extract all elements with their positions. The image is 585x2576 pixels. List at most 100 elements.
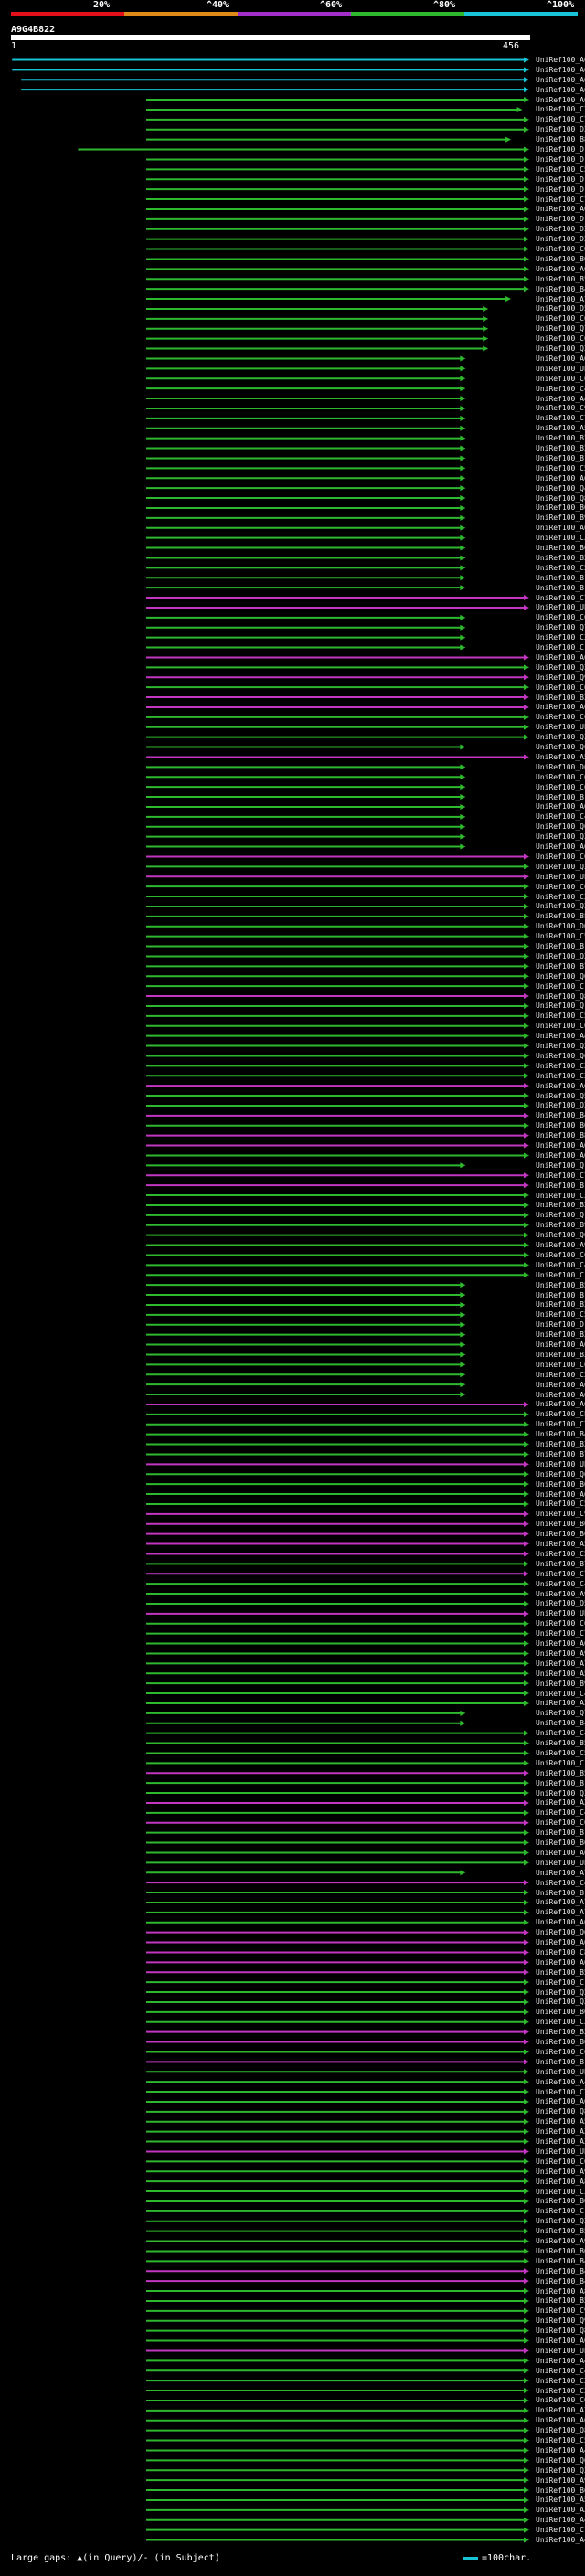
hit-label-link[interactable]: UniRef100_B4A0R2 [536,2256,585,2265]
hit-label-link[interactable]: UniRef100_C5SBZ3 [536,1748,585,1757]
hit-label-link[interactable]: UniRef100_C6C2U9 [536,374,585,383]
hit-label-link[interactable]: UniRef100_A9K7N9 [536,1648,585,1658]
hit-label-link[interactable]: UniRef100_Q2PM63 [536,663,585,672]
hit-label-link[interactable]: UniRef100_A6L3S3 [536,264,585,273]
hit-label-link[interactable]: UniRef100_B1GZS5 [536,1778,585,1787]
hit-label-link[interactable]: UniRef100_Q6KUD5 [536,2455,585,2465]
hit-label-link[interactable]: UniRef100_B5CNK9 [536,274,585,283]
hit-label-link[interactable]: UniRef100_C5UTU1 [536,463,585,472]
hit-label-link[interactable]: UniRef100_A7LBK4 [536,294,585,303]
hit-label-link[interactable]: UniRef100_C3WC00 [536,1071,585,1080]
hit-label-link[interactable]: UniRef100_C6PSH3 [536,1022,585,1031]
hit-label-link[interactable]: UniRef100_Q9V000 [536,2316,585,2326]
hit-label-link[interactable]: UniRef100_Q8R0M9 [536,991,585,1001]
hit-label-link[interactable]: UniRef100_D1NXR7 [536,215,585,224]
hit-label-link[interactable]: UniRef100_Q72BR0 [536,324,585,334]
hit-label-link[interactable]: UniRef100_Q6HQ84 [536,1928,585,1937]
hit-label-link[interactable]: UniRef100_B2GMQ7 [536,1201,585,1210]
hit-label-link[interactable]: UniRef100_C4X4J5 [536,1729,585,1738]
hit-label-link[interactable]: UniRef100_Q24527 [536,902,585,911]
hit-label-link[interactable]: UniRef100_A8YHB0 [536,1032,585,1041]
hit-label-link[interactable]: UniRef100_UP1000 [536,2346,585,2355]
hit-label-link[interactable]: UniRef100_A7B712 [536,1908,585,1917]
hit-label-link[interactable]: UniRef100_A8MQ05 [536,2177,585,2186]
hit-label-link[interactable]: UniRef100_A6LVR5 [536,354,585,363]
hit-label-link[interactable]: UniRef100_B5YH26 [536,2296,585,2306]
hit-label-link[interactable]: UniRef100_C4J1B7 [536,812,585,822]
hit-label-link[interactable]: UniRef100_B04B94 [536,504,585,513]
hit-label-link[interactable]: UniRef100_C6E2R1 [536,852,585,861]
hit-label-link[interactable]: UniRef100_D2LUK7 [536,225,585,234]
hit-label-link[interactable]: UniRef100_C7Q8U1 [536,593,585,602]
hit-label-link[interactable]: UniRef100_Q74FQ5 [536,1709,585,1718]
hit-label-link[interactable]: UniRef100_A9L5Q1 [536,2237,585,2246]
hit-label-link[interactable]: UniRef100_B5WXU5 [536,1280,585,1289]
hit-label-link[interactable]: UniRef100_A5IN10 [536,424,585,433]
hit-label-link[interactable]: UniRef100_A0JZR1 [536,75,585,84]
hit-label-link[interactable]: UniRef100_UP1000 [536,603,585,612]
hit-label-link[interactable]: UniRef100_C2KIC1 [536,1191,585,1200]
hit-label-link[interactable]: UniRef100_C4V416 [536,1579,585,1588]
hit-label-link[interactable]: UniRef100_A3QDU2 [536,1699,585,1708]
hit-label-link[interactable]: UniRef100_A9KF36 [536,2475,585,2485]
hit-label-link[interactable]: UniRef100_A4JBN8 [536,2356,585,2365]
hit-label-link[interactable]: UniRef100_B4RQF3 [536,1719,585,1728]
hit-label-link[interactable]: UniRef100_D2PC91 [536,125,585,134]
hit-label-link[interactable]: UniRef100_A4JIL6 [536,2536,585,2545]
hit-label-link[interactable]: UniRef100_C5W898 [536,2436,585,2445]
hit-label-link[interactable]: UniRef100_B7JYM8 [536,1449,585,1458]
hit-label-link[interactable]: UniRef100_A0LNW5 [536,95,585,104]
hit-label-link[interactable]: UniRef100_C6WWJ7 [536,613,585,622]
hit-label-link[interactable]: UniRef100_C1UFR4 [536,1977,585,1987]
hit-label-link[interactable]: UniRef100_C4FZ29 [536,1878,585,1887]
hit-label-link[interactable]: UniRef100_UP1000 [536,1459,585,1468]
hit-label-link[interactable]: UniRef100_C2H6Y4 [536,2187,585,2196]
hit-label-link[interactable]: UniRef100_B4BBD7 [536,1111,585,1120]
hit-label-link[interactable]: UniRef100_B5CW43 [536,1768,585,1777]
hit-label-link[interactable]: UniRef100_C5RA35 [536,1500,585,1509]
hit-label-link[interactable]: UniRef100_Q3EYG9 [536,832,585,842]
hit-label-link[interactable]: UniRef100_A9H7L3 [536,2167,585,2176]
hit-label-link[interactable]: UniRef100_C5RZ67 [536,164,585,174]
hit-label-link[interactable]: UniRef100_A0KZL7 [536,2337,585,2346]
hit-label-link[interactable]: UniRef100_C3WVA9 [536,892,585,901]
hit-label-link[interactable]: UniRef100_Q1ZVG6 [536,1211,585,1220]
hit-label-link[interactable]: UniRef100_C7RBA8 [536,1569,585,1578]
hit-label-link[interactable]: UniRef100_A6T6Y7 [536,843,585,852]
hit-label-link[interactable]: UniRef100_B1K174 [536,1290,585,1299]
hit-label-link[interactable]: UniRef100_B2TL88 [536,1300,585,1309]
hit-label-link[interactable]: UniRef100_C6Q547 [536,1360,585,1369]
hit-label-link[interactable]: UniRef100_C2BHE6 [536,1370,585,1379]
hit-label-link[interactable]: UniRef100_UP1000 [536,2067,585,2076]
hit-label-link[interactable]: UniRef100_A6H1E5 [536,1390,585,1399]
hit-label-link[interactable]: UniRef100_B0ME36 [536,2197,585,2206]
hit-label-link[interactable]: UniRef100_Q8RPL1 [536,493,585,503]
hit-label-link[interactable]: UniRef100_B6GJH5 [536,1839,585,1848]
hit-label-link[interactable]: UniRef100_C6PBR2 [536,1619,585,1628]
hit-label-link[interactable]: UniRef100_Q1G336 [536,1002,585,1011]
hit-label-link[interactable]: UniRef100_A3SNF2 [536,1798,585,1807]
hit-label-link[interactable]: UniRef100_Q8LJ69 [536,2107,585,2116]
hit-label-link[interactable]: UniRef100_B3CBD5 [536,2028,585,2037]
hit-label-link[interactable]: UniRef100_B0HB39 [536,544,585,553]
hit-label-link[interactable]: UniRef100_Q5HAN2 [536,1091,585,1100]
hit-label-link[interactable]: UniRef100_A7V928 [536,1898,585,1907]
hit-label-link[interactable]: UniRef100_C5NP83 [536,1310,585,1320]
hit-label-link[interactable]: UniRef100_UP1000 [536,1609,585,1618]
hit-label-link[interactable]: UniRef100_Q6WQA2 [536,822,585,832]
hit-label-link[interactable]: UniRef100_C0VAW7 [536,245,585,254]
hit-label-link[interactable]: UniRef100_A6QGB0 [536,1957,585,1966]
hit-label-link[interactable]: UniRef100_C8PS24 [536,1410,585,1419]
hit-label-link[interactable]: UniRef100_C7L724 [536,414,585,423]
hit-label-link[interactable]: UniRef100_D1QM15 [536,175,585,184]
hit-label-link[interactable]: UniRef100_UP1000 [536,2147,585,2156]
hit-label-link[interactable]: UniRef100_B6QF49 [536,2486,585,2495]
hit-label-link[interactable]: UniRef100_C9R9K6 [536,404,585,413]
hit-label-link[interactable]: UniRef100_Q3RBS2 [536,1998,585,2007]
hit-label-link[interactable]: UniRef100_A6LC04 [536,652,585,662]
hit-label-link[interactable]: UniRef100_A0MM63 [536,205,585,214]
hit-label-link[interactable]: UniRef100_B2VKK0 [536,1330,585,1340]
hit-label-link[interactable]: UniRef100_Q3HB48 [536,733,585,742]
hit-label-link[interactable]: UniRef100_A5ZZ22 [536,1540,585,1549]
hit-label-link[interactable]: UniRef100_B3JFY5 [536,1440,585,1449]
